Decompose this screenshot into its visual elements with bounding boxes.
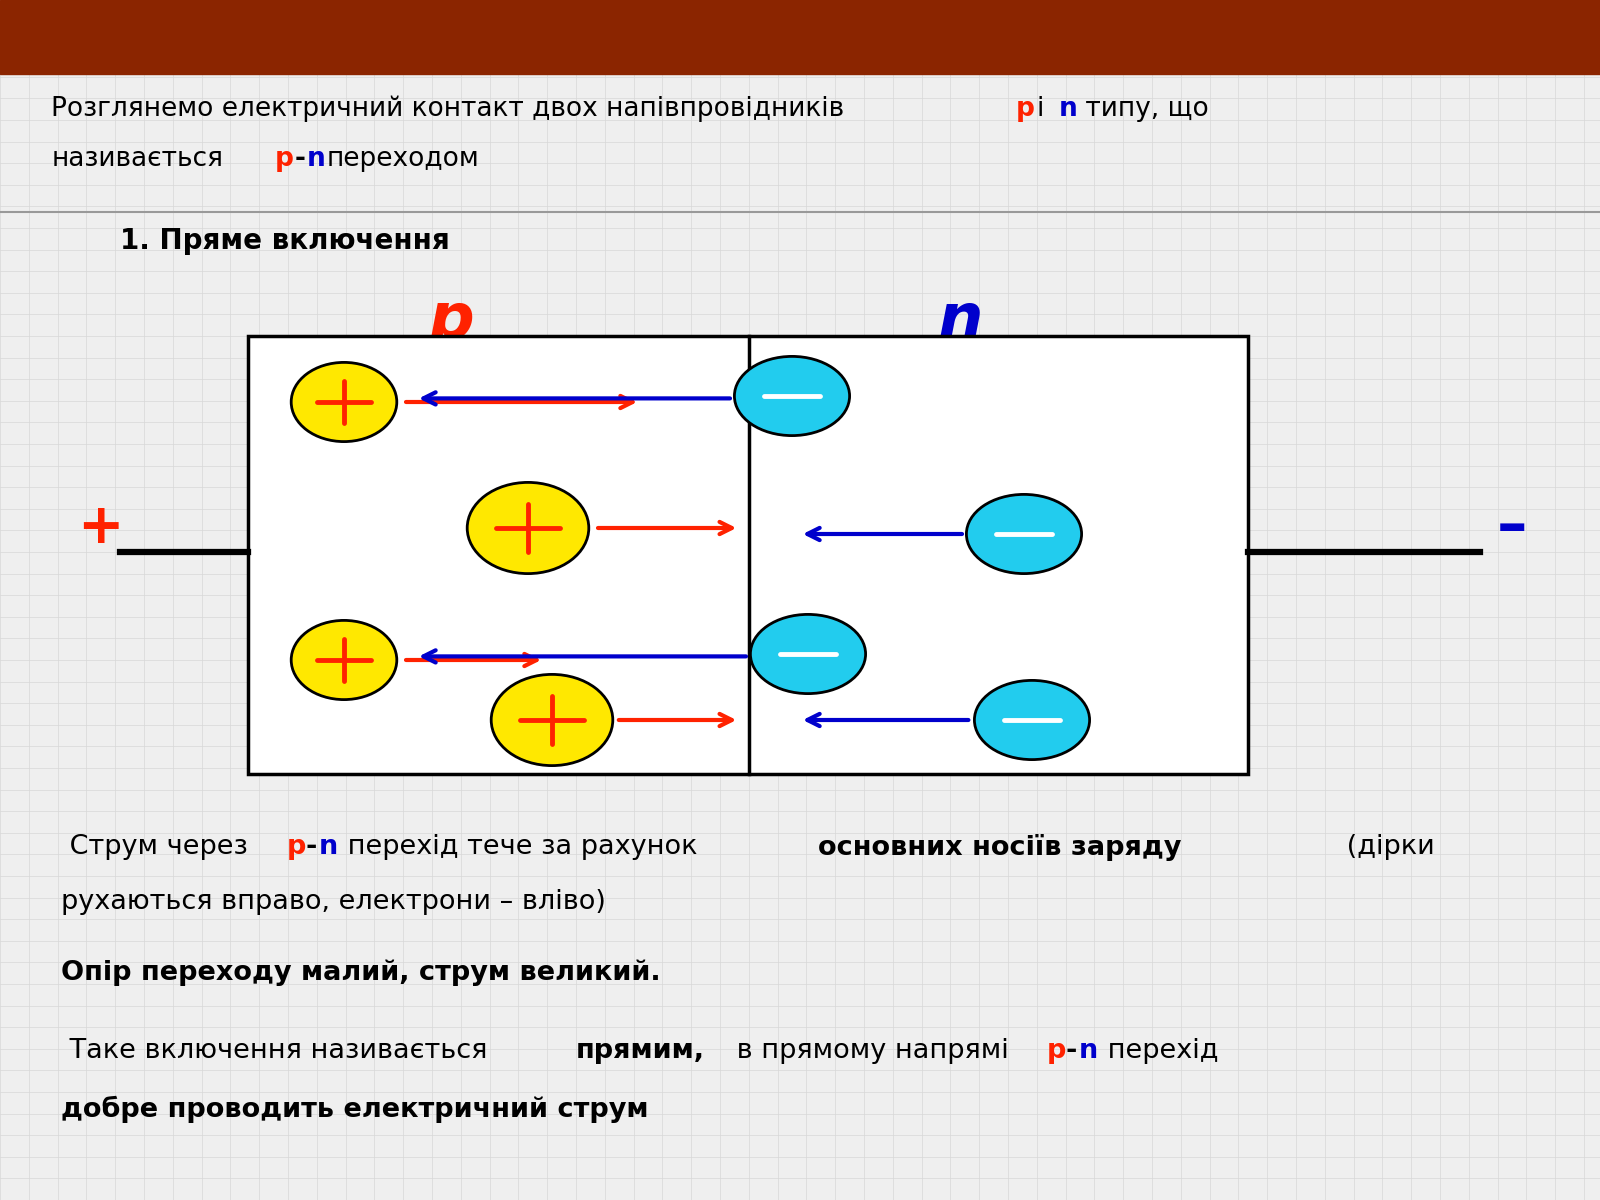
Text: типу, що: типу, що [1077,96,1208,122]
Text: в прямому напрямі: в прямому напрямі [728,1038,1018,1064]
Text: Опір переходу малий, струм великий.: Опір переходу малий, струм великий. [61,960,661,986]
Text: Розглянемо електричний контакт двох напівпровідників: Розглянемо електричний контакт двох напі… [51,96,845,122]
Text: n: n [318,834,338,860]
Ellipse shape [750,614,866,694]
Ellipse shape [734,356,850,436]
Ellipse shape [974,680,1090,760]
Text: р: р [1016,96,1035,122]
Text: перехід тече за рахунок: перехід тече за рахунок [339,834,706,860]
Ellipse shape [291,362,397,442]
Ellipse shape [966,494,1082,574]
Bar [0,0,1600,74]
Text: -: - [294,146,306,173]
Text: переходом: переходом [326,146,478,173]
Text: основних носіїв заряду: основних носіїв заряду [818,834,1181,862]
Text: Таке включення називається: Таке включення називається [61,1038,496,1064]
Text: р: р [275,146,294,173]
Text: n: n [938,290,982,353]
Text: –: – [1496,498,1528,558]
Text: -: - [1066,1038,1077,1064]
Text: р: р [1046,1038,1066,1064]
Bar [248,336,1248,774]
Text: прямим,: прямим, [576,1038,706,1064]
Ellipse shape [291,620,397,700]
Text: р: р [286,834,306,860]
Text: 1. Пряме включення: 1. Пряме включення [120,227,450,254]
Text: перехід: перехід [1099,1038,1219,1064]
Text: -: - [306,834,317,860]
Ellipse shape [491,674,613,766]
Text: рухаються вправо, електрони – вліво): рухаються вправо, електрони – вліво) [61,889,606,916]
Text: (дірки: (дірки [1338,834,1434,860]
Text: n: n [1078,1038,1098,1064]
Text: n: n [1059,96,1078,122]
Text: Струм через: Струм через [61,834,256,860]
Ellipse shape [467,482,589,574]
Text: добре проводить електричний струм: добре проводить електричний струм [61,1096,648,1123]
Text: і: і [1037,96,1045,122]
Text: p: p [429,290,474,353]
Text: n: n [307,146,326,173]
Text: називається: називається [51,146,222,173]
Text: +: + [77,500,125,554]
